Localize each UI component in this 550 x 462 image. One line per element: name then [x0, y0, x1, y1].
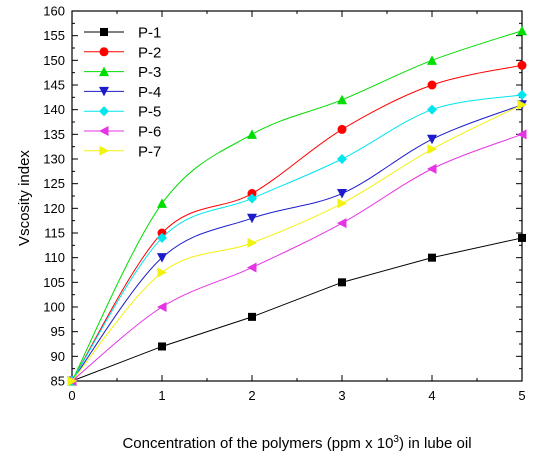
data-point-p1 — [158, 342, 166, 351]
data-point-p5 — [517, 89, 527, 100]
y-tick-label: 120 — [43, 201, 65, 216]
y-tick-label: 85 — [51, 374, 65, 389]
legend-item-p2: P-2 — [84, 44, 161, 61]
x-axis-title: Concentration of the polymers (ppm x 103… — [122, 434, 471, 452]
y-tick-label: 135 — [43, 127, 65, 142]
x-tick-label: 0 — [68, 388, 75, 403]
series-p5 — [67, 89, 527, 386]
y-tick-label: 115 — [44, 226, 65, 241]
data-point-p3 — [247, 129, 257, 139]
legend-item-p4: P-4 — [84, 84, 161, 101]
legend-item-p3: P-3 — [84, 64, 161, 81]
data-point-p6 — [247, 262, 257, 273]
legend-label-p4: P-4 — [138, 84, 161, 101]
x-axis-title-prefix: Concentration of the polymers (ppm x 10 — [122, 435, 393, 452]
y-tick-label: 160 — [43, 4, 65, 19]
legend: P-1 P-2 P-3 P-4 P-5 P-6 P-7 — [84, 25, 161, 160]
series-p2 — [67, 60, 527, 386]
series-line-p7 — [71, 104, 523, 382]
data-point-p5 — [337, 154, 347, 164]
y-tick-label: 125 — [43, 176, 65, 191]
x-tick-label: 5 — [518, 388, 525, 403]
data-point-p2 — [337, 124, 347, 134]
y-tick-label: 110 — [44, 250, 65, 265]
legend-label-p2: P-2 — [138, 44, 161, 61]
data-point-p1 — [428, 253, 436, 262]
x-tick-label: 4 — [428, 388, 435, 403]
data-point-p2 — [427, 80, 437, 90]
series-p7 — [67, 99, 527, 386]
legend-label-p5: P-5 — [138, 104, 161, 121]
series-p6 — [67, 129, 527, 386]
y-tick-label: 105 — [43, 275, 65, 290]
data-point-p1 — [338, 278, 346, 287]
y-tick-label: 150 — [43, 53, 65, 68]
y-tick-label: 155 — [43, 28, 65, 43]
data-point-p3 — [427, 55, 437, 65]
series-p3 — [67, 25, 527, 386]
y-tick-label: 95 — [51, 324, 65, 339]
y-tick-label: 130 — [43, 152, 65, 167]
x-tick-label: 2 — [248, 388, 255, 403]
legend-marker-p3 — [99, 66, 109, 77]
data-point-p5 — [427, 104, 437, 115]
x-axis-title-suffix: ) in lube oil — [399, 435, 472, 452]
series-line-p6 — [71, 133, 523, 382]
y-tick-label: 90 — [51, 349, 65, 364]
legend-item-p6: P-6 — [84, 124, 161, 141]
data-point-p3 — [157, 198, 167, 208]
x-tick-label: 3 — [338, 388, 345, 403]
data-point-p2 — [517, 60, 527, 70]
legend-marker-p4 — [99, 86, 109, 97]
data-point-p4 — [157, 253, 167, 263]
y-tick-label: 145 — [43, 78, 65, 93]
legend-marker-p1 — [100, 28, 108, 36]
data-point-p3 — [517, 25, 527, 36]
data-point-p7 — [427, 144, 437, 155]
data-point-p7 — [517, 99, 527, 110]
series-line-p1 — [71, 237, 523, 382]
series-layer — [67, 25, 527, 386]
legend-marker-p6 — [99, 126, 109, 136]
data-point-p6 — [337, 218, 347, 229]
legend-label-p3: P-3 — [138, 64, 161, 81]
data-point-p4 — [427, 134, 437, 145]
data-point-p3 — [337, 94, 347, 105]
data-point-p7 — [337, 198, 347, 209]
legend-item-p1: P-1 — [84, 25, 161, 42]
x-tick-label: 1 — [158, 388, 165, 403]
data-point-p4 — [337, 189, 347, 199]
data-point-p6 — [517, 129, 527, 140]
legend-marker-p2 — [99, 47, 109, 57]
legend-item-p5: P-5 — [84, 104, 161, 121]
data-point-p1 — [518, 233, 526, 242]
data-point-p6 — [427, 163, 437, 174]
y-tick-label: 140 — [43, 102, 65, 117]
axes: 0 1 2 3 4 5 85 90 95 100 105 110 115 120 125 130 135 140 1… — [43, 4, 525, 404]
series-p4 — [67, 100, 527, 386]
data-point-p1 — [248, 312, 256, 321]
data-point-p5 — [247, 193, 257, 204]
series-p1 — [68, 233, 526, 385]
data-point-p5 — [157, 232, 167, 243]
legend-label-p1: P-1 — [138, 25, 161, 42]
legend-marker-p5 — [99, 106, 109, 117]
data-point-p6 — [157, 302, 167, 312]
x-axis-title-superscript: 3 — [393, 434, 399, 445]
legend-item-p7: P-7 — [84, 143, 161, 160]
legend-label-p7: P-7 — [138, 143, 161, 160]
legend-label-p6: P-6 — [138, 124, 161, 141]
y-axis-title: Vscosity index — [16, 150, 33, 246]
legend-marker-p7 — [99, 145, 109, 156]
data-point-p7 — [247, 237, 257, 248]
data-point-p7 — [157, 267, 167, 278]
y-tick-label: 100 — [43, 300, 65, 315]
data-point-p4 — [247, 213, 257, 224]
data-point-p7 — [67, 376, 77, 386]
